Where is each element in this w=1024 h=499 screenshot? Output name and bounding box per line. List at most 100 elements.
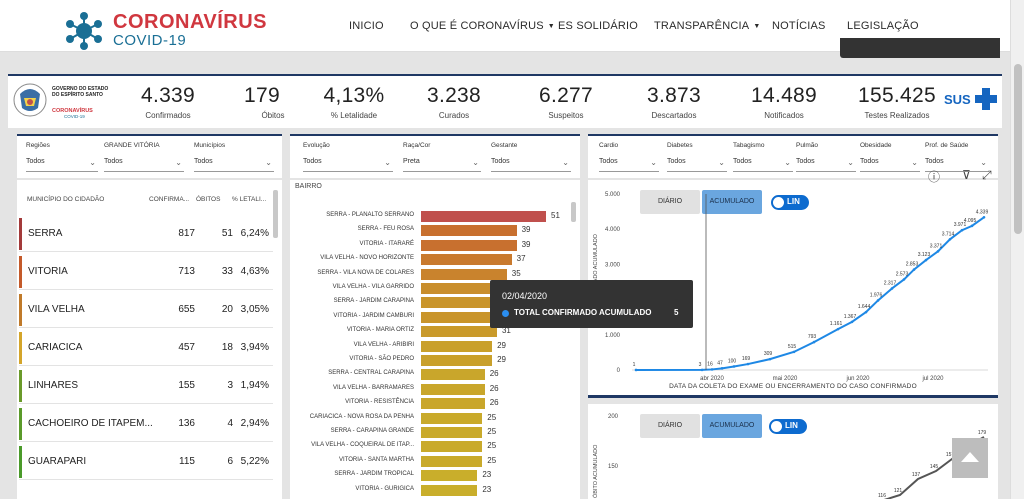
filter-pulmao-select[interactable]: Todos ⌄ (796, 158, 856, 172)
data-point[interactable] (710, 368, 714, 371)
data-point[interactable] (936, 250, 940, 253)
data-point[interactable] (634, 368, 638, 372)
bairro-bar[interactable] (421, 239, 517, 251)
bairro-bar[interactable] (421, 427, 483, 438)
table-row[interactable]: VITORIA 713 33 4,63% (19, 254, 273, 290)
filter-obesidade-select[interactable]: Todos ⌄ (860, 158, 920, 172)
bairro-row[interactable]: VITORIA - RESISTÊNCIA 26 (290, 397, 580, 410)
data-point[interactable] (924, 258, 928, 262)
help-icon[interactable]: ⓘ (928, 170, 941, 184)
bairro-row[interactable]: CARIACICA - NOVA ROSA DA PENHA 25 (290, 412, 580, 424)
diario-button[interactable]: DIÁRIO (640, 414, 700, 438)
filter-regioes-select[interactable]: Todos ⌄ (26, 158, 98, 172)
data-point[interactable] (876, 299, 880, 302)
data-point[interactable] (982, 215, 986, 219)
filter-gestante-select[interactable]: Todos ⌄ (491, 158, 571, 172)
acumulado-button[interactable]: ACUMULADO (702, 414, 762, 438)
data-point[interactable] (970, 224, 974, 228)
bairro-scrollbar[interactable] (571, 202, 576, 222)
bairro-bar[interactable] (421, 254, 512, 266)
data-point[interactable] (746, 362, 750, 366)
data-point[interactable] (890, 287, 894, 290)
data-point[interactable] (948, 237, 952, 241)
col-header-letalidade[interactable]: % LETALI... (232, 196, 267, 203)
bairro-bar[interactable] (421, 484, 478, 496)
bairro-bar[interactable] (421, 383, 485, 395)
filter-diabetes-select[interactable]: Todos ⌄ (667, 158, 727, 172)
bairro-row[interactable]: VILA VELHA - COQUEIRAL DE ITAP... 25 (290, 440, 580, 453)
table-row[interactable]: LINHARES 155 3 1,94% (19, 368, 273, 404)
page-scrollbar[interactable] (1010, 0, 1024, 499)
col-header-confirmados[interactable]: CONFIRMA... (149, 196, 190, 203)
bairro-row[interactable]: SERRA - CENTRAL CARAPINA 26 (290, 368, 580, 381)
bairro-bar[interactable] (421, 355, 493, 366)
filter-raca-cor-select[interactable]: Preta ⌄ (403, 158, 481, 172)
data-point[interactable] (836, 327, 840, 331)
bairro-bar[interactable] (421, 340, 493, 352)
nav-transparencia[interactable]: TRANSPARÊNCIA ▼ (654, 20, 761, 32)
bairro-bar[interactable] (421, 283, 500, 294)
filter-evolucao-select[interactable]: Todos ⌄ (303, 158, 393, 172)
nav-legislacao[interactable]: LEGISLAÇÃO (847, 20, 919, 32)
col-header-municipio[interactable]: MUNICÍPIO DO CIDADÃO (27, 196, 105, 203)
table-row[interactable]: CARIACICA 457 18 3,94% (19, 330, 273, 366)
bairro-row[interactable]: VITORIA - MARIA ORTIZ 31 (290, 325, 580, 338)
bairro-row[interactable]: VITORIA - GURIGICA 23 (290, 484, 580, 496)
data-point[interactable] (912, 268, 916, 271)
filter-grande-vitoria-select[interactable]: Todos ⌄ (104, 158, 184, 172)
expand-icon[interactable]: ⤢ (982, 168, 992, 182)
data-point[interactable] (720, 367, 724, 370)
data-point[interactable] (812, 340, 816, 344)
bairro-bar[interactable] (421, 455, 483, 467)
table-row[interactable]: CACHOEIRO DE ITAPEM... 136 4 2,94% (19, 406, 273, 442)
bairro-bar[interactable] (421, 398, 485, 410)
bairro-row[interactable]: SERRA - PLANALTO SERRANO 51 (290, 210, 580, 222)
data-point[interactable] (960, 228, 964, 232)
col-header-obitos[interactable]: ÓBITOS (196, 196, 221, 203)
bairro-row[interactable]: VILA VELHA - BARRAMARES 26 (290, 383, 580, 395)
bairro-bar[interactable] (421, 369, 485, 381)
bairro-row[interactable]: VILA VELHA - NOVO HORIZONTE 37 (290, 253, 580, 266)
bairro-bar[interactable] (421, 326, 497, 338)
nav-o-que-e-coronavirus[interactable]: O QUE É CORONAVÍRUS ▼ (410, 20, 555, 32)
diario-button[interactable]: DIÁRIO (640, 190, 700, 214)
bairro-bar[interactable] (421, 211, 546, 222)
bairro-bar[interactable] (421, 412, 483, 424)
filter-cardio-select[interactable]: Todos ⌄ (599, 158, 659, 172)
table-scrollbar[interactable] (273, 190, 278, 238)
filter-municipios-select[interactable]: Todos ⌄ (194, 158, 274, 172)
nav-noticias[interactable]: NOTÍCIAS (772, 20, 826, 32)
bairro-bar[interactable] (421, 311, 497, 323)
bairro-bar[interactable] (421, 470, 478, 482)
bairro-row[interactable]: SERRA - CARAPINA GRANDE 25 (290, 426, 580, 438)
data-point[interactable] (768, 357, 772, 361)
bairro-row[interactable]: VITORIA - SANTA MARTHA 25 (290, 455, 580, 467)
brand[interactable]: CORONAVÍRUS COVID-19 (113, 12, 267, 48)
bairro-bar[interactable] (421, 225, 517, 237)
bairro-row[interactable]: VITORIA - SÃO PEDRO 29 (290, 354, 580, 366)
data-point[interactable] (864, 310, 868, 314)
data-point[interactable] (732, 365, 736, 368)
bairro-bar[interactable] (421, 268, 507, 280)
bairro-row[interactable]: VITORIA - ITARARÉ 39 (290, 239, 580, 251)
bairro-row[interactable]: SERRA - JARDIM TROPICAL 23 (290, 469, 580, 482)
nav-es-solidario[interactable]: ES SOLIDÁRIO (558, 20, 639, 32)
bairro-bar[interactable] (421, 297, 497, 309)
filter-prof-saude-select[interactable]: Todos ⌄ (925, 158, 989, 172)
data-point[interactable] (792, 350, 796, 354)
data-point[interactable] (700, 368, 704, 372)
table-row[interactable]: GUARAPARI 115 6 5,22% (19, 444, 273, 480)
bairro-row[interactable]: SERRA - FEU ROSA 39 (290, 224, 580, 237)
bairro-row[interactable]: VILA VELHA - ARIBIRI 29 (290, 340, 580, 352)
nav-inicio[interactable]: INICIO (349, 20, 384, 32)
data-point[interactable] (902, 278, 906, 281)
filter-icon[interactable]: ⊽ (962, 168, 971, 182)
lin-toggle[interactable]: LIN (771, 195, 809, 210)
table-row[interactable]: SERRA 817 51 6,24% (19, 216, 273, 252)
lin-toggle[interactable]: LIN (769, 419, 807, 434)
scroll-to-top-button[interactable] (952, 438, 988, 478)
virus-logo-icon[interactable] (66, 11, 106, 51)
acumulado-button[interactable]: ACUMULADO (702, 190, 762, 214)
bairro-row[interactable]: SERRA - VILA NOVA DE COLARES 35 (290, 268, 580, 280)
filter-tabagismo-select[interactable]: Todos ⌄ (733, 158, 793, 172)
